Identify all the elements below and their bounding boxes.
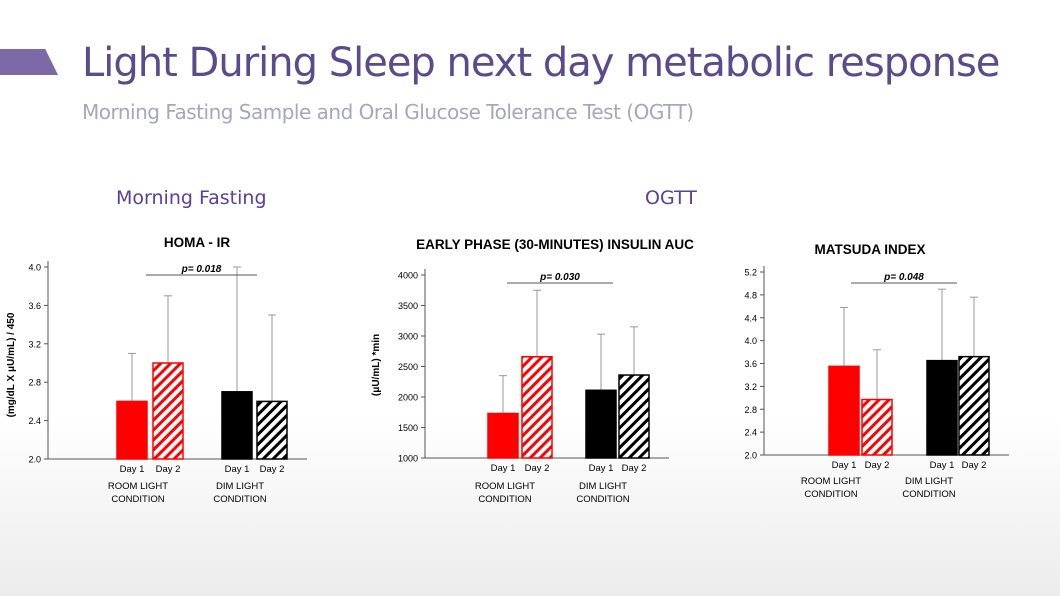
bar-dim-day2 [256,400,288,460]
group-label: CONDITION [213,494,266,505]
group-label: DIM LIGHT [905,476,953,487]
chart-insulin-auc: EARLY PHASE (30-MINUTES) INSULIN AUC (μU/… [371,237,694,505]
chart-homa-ir: HOMA - IR (mg/dL X μU/mL) / 450 2.0 2.4 2.8 3… [6,235,307,505]
y-tick-label: 3.6 [28,301,41,311]
group-label: ROOM LIGHT [475,481,535,492]
chart-title: MATSUDA INDEX [815,242,926,257]
y-tick-label: 4.8 [744,290,757,300]
group-label: CONDITION [111,494,164,505]
x-tick-label: Day 2 [622,463,647,474]
x-tick-label: Day 2 [260,464,285,475]
x-tick-label: Day 2 [156,464,181,475]
group-label: CONDITION [804,489,857,500]
group-label: DIM LIGHT [216,481,264,492]
y-tick-label: 3000 [398,332,418,342]
slide-title: Light During Sleep next day metabolic re… [82,40,1000,86]
bar-dim-day1 [926,359,958,456]
group-label: DIM LIGHT [579,481,627,492]
y-tick-label: 2.8 [28,378,41,388]
x-tick-label: Day 1 [120,464,145,475]
y-tick-label: 3.6 [744,359,757,369]
chart-title: EARLY PHASE (30-MINUTES) INSULIN AUC [416,237,694,252]
x-tick-label: Day 2 [865,460,890,471]
group-label: CONDITION [902,489,955,500]
group-label: CONDITION [478,494,531,505]
chart-matsuda-index: MATSUDA INDEX 2.0 2.4 2.8 3.2 3.6 4.0 4.4 4.8 5.2… [744,242,1009,500]
bar-dim-day2 [958,355,990,456]
bar-room-day1 [487,412,519,459]
bar-dim-day1 [585,389,617,459]
accent-tab [0,49,58,75]
y-tick-label: 4000 [398,271,418,281]
y-tick-label: 2.0 [744,451,757,461]
chart-title: HOMA - IR [164,235,230,250]
x-tick-label: Day 2 [525,463,550,474]
y-tick-label: 2.4 [28,416,41,426]
slide-subtitle: Morning Fasting Sample and Oral Glucose … [82,100,694,124]
bar-room-day2 [152,362,184,460]
y-tick-label: 2000 [398,393,418,403]
x-tick-label: Day 1 [225,464,250,475]
bar-dim-day1 [221,391,253,460]
y-tick-label: 2.4 [744,428,757,438]
bar-room-day1 [828,365,860,456]
y-tick-label: 3.2 [28,339,41,349]
x-tick-label: Day 2 [962,460,987,471]
x-tick-label: Day 1 [491,463,516,474]
bar-room-day1 [116,400,148,460]
p-value-label: p= 0.048 [883,272,924,283]
section-label-morning-fasting: Morning Fasting [116,187,267,209]
y-tick-label: 4.4 [744,313,757,323]
y-tick-label: 4.0 [744,336,757,346]
bar-dim-day2 [618,374,650,459]
group-label: CONDITION [576,494,629,505]
y-tick-label: 3.2 [744,382,757,392]
y-axis-label: (mg/dL X μU/mL) / 450 [6,312,17,417]
y-axis-label: (μU/mL) *min [371,334,382,396]
y-tick-label: 3500 [398,301,418,311]
x-tick-label: Day 1 [930,460,955,471]
y-tick-label: 2.0 [28,455,41,465]
group-label: ROOM LIGHT [108,481,168,492]
group-label: ROOM LIGHT [801,476,861,487]
p-value-label: p= 0.018 [181,264,222,275]
bar-room-day2 [861,398,893,456]
p-value-label: p= 0.030 [539,272,580,283]
x-tick-label: Day 1 [589,463,614,474]
bar-room-day2 [521,355,553,459]
y-tick-label: 2500 [398,362,418,372]
y-tick-label: 2.8 [744,405,757,415]
y-tick-label: 5.2 [744,268,757,278]
y-tick-label: 4.0 [28,263,41,273]
y-tick-label: 1500 [398,423,418,433]
y-tick-label: 1000 [398,454,418,464]
section-label-ogtt: OGTT [645,187,697,209]
x-tick-label: Day 1 [832,460,857,471]
